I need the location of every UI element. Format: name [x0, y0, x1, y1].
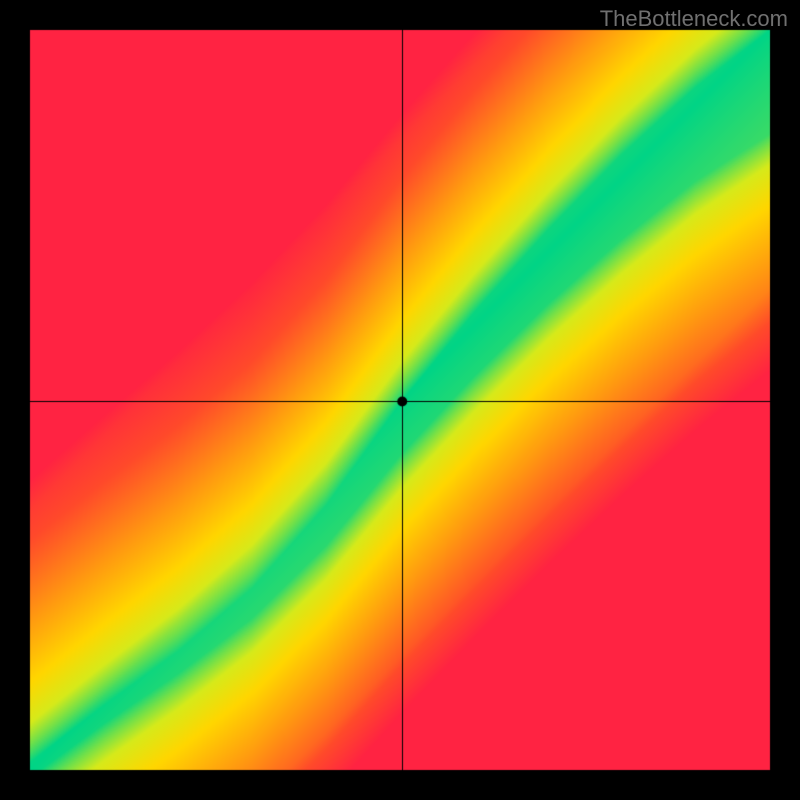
watermark-text: TheBottleneck.com	[600, 6, 788, 32]
heatmap-canvas	[0, 0, 800, 800]
chart-container: TheBottleneck.com	[0, 0, 800, 800]
